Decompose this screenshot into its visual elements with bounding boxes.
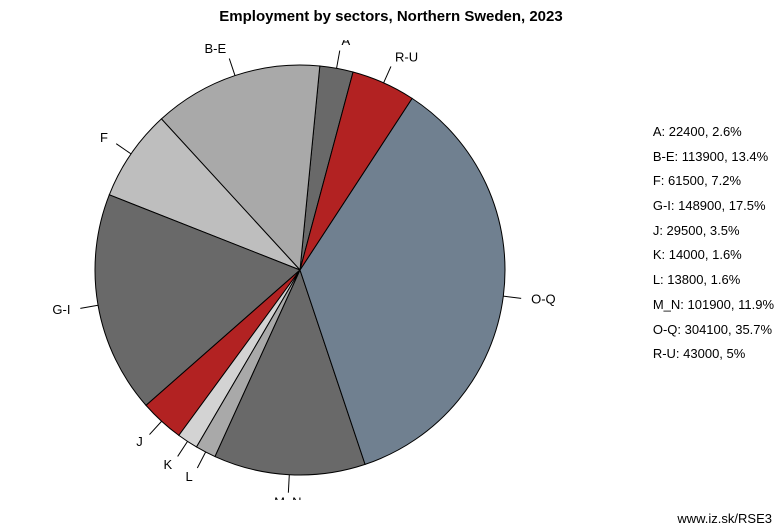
source-link: www.iz.sk/RSE3 [677, 511, 772, 526]
legend: A: 22400, 2.6% B-E: 113900, 13.4% F: 615… [653, 120, 774, 367]
label-leader-line [116, 144, 131, 154]
label-leader-line [229, 59, 235, 76]
slice-label: R-U [395, 49, 418, 64]
label-leader-line [197, 452, 205, 468]
legend-item: G-I: 148900, 17.5% [653, 194, 774, 219]
slice-label: M_N [274, 495, 301, 500]
slice-label: B-E [204, 41, 226, 56]
slice-label: F [100, 130, 108, 145]
legend-item: R-U: 43000, 5% [653, 342, 774, 367]
slice-label: K [163, 457, 172, 472]
pie-chart-container: A B-E F G-I J KL M_N O-Q R-U [20, 40, 560, 500]
chart-title: Employment by sectors, Northern Sweden, … [0, 8, 782, 25]
slice-label: J [136, 434, 143, 449]
label-leader-line [149, 421, 161, 434]
label-leader-line [503, 296, 521, 298]
label-leader-line [337, 51, 340, 69]
label-leader-line [288, 475, 289, 493]
legend-item: L: 13800, 1.6% [653, 268, 774, 293]
legend-item: M_N: 101900, 11.9% [653, 293, 774, 318]
label-leader-line [384, 66, 391, 82]
legend-item: F: 61500, 7.2% [653, 169, 774, 194]
legend-item: A: 22400, 2.6% [653, 120, 774, 145]
legend-item: O-Q: 304100, 35.7% [653, 318, 774, 343]
label-leader-line [178, 441, 188, 456]
legend-item: J: 29500, 3.5% [653, 219, 774, 244]
slice-label: A [342, 40, 351, 48]
pie-chart-svg: A B-E F G-I J KL M_N O-Q R-U [20, 40, 560, 500]
legend-item: K: 14000, 1.6% [653, 243, 774, 268]
slice-label: L [186, 469, 193, 484]
label-leader-line [80, 305, 98, 308]
slice-label: G-I [52, 302, 70, 317]
slice-label: O-Q [531, 292, 556, 307]
legend-item: B-E: 113900, 13.4% [653, 145, 774, 170]
